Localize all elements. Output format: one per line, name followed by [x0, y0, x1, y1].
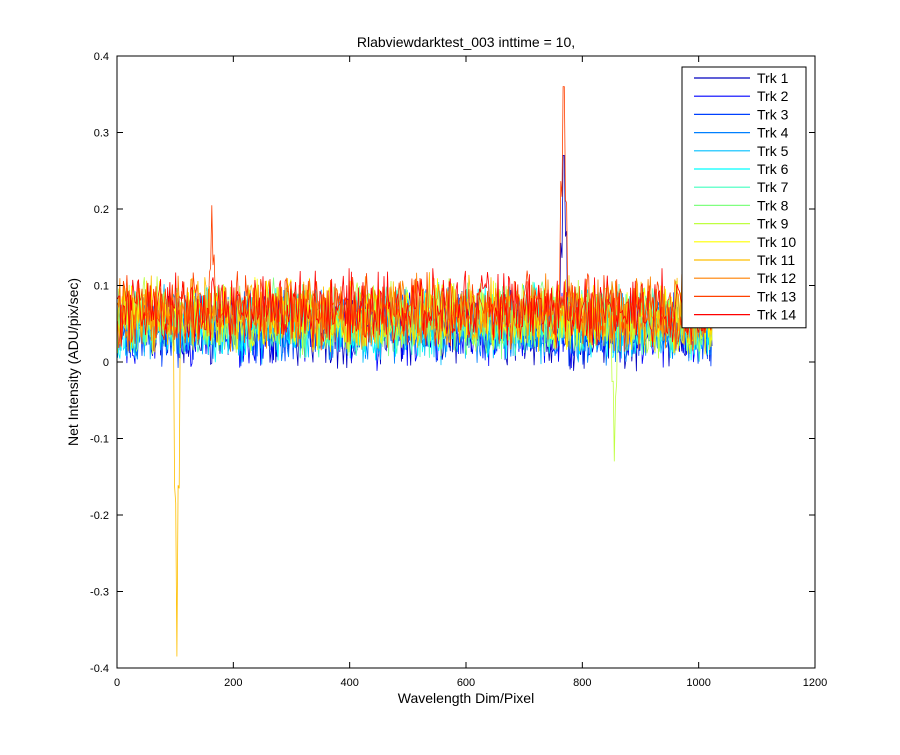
x-tick-label: 600	[457, 677, 475, 689]
x-tick-label: 200	[224, 677, 242, 689]
legend-label: Trk 11	[757, 252, 795, 268]
series-line-14	[117, 268, 713, 348]
legend-label: Trk 3	[757, 106, 789, 122]
legend-label: Trk 4	[757, 125, 789, 141]
x-axis-label: Wavelength Dim/Pixel	[398, 690, 534, 706]
legend-label: Trk 12	[757, 270, 796, 286]
y-tick-label: 0.1	[94, 281, 109, 293]
y-axis: 0.4 0.3 0.2 0.1 0 -0.1 -0.2 -0.3 -0.4	[90, 51, 815, 675]
x-tick-label: 400	[340, 677, 358, 689]
series-line-13	[117, 86, 713, 352]
y-tick-label: 0.4	[94, 51, 109, 63]
legend-box	[681, 66, 807, 329]
legend-label: Trk 5	[757, 143, 789, 159]
legend: Trk 1 Trk 2 Trk 3 Trk 4 Trk 5 Trk 6 Trk 7 Trk 8…	[681, 66, 807, 329]
x-tick-label: 0	[114, 677, 120, 689]
y-tick-label: 0.2	[94, 204, 109, 216]
legend-label: Trk 14	[757, 307, 796, 323]
x-tick-label: 1200	[803, 677, 827, 689]
x-axis: 0 200 400 600 800 1000 1200	[114, 56, 827, 689]
chart-title: Rlabviewdarktest_003 inttime = 10,	[357, 34, 575, 50]
legend-label: Trk 1	[757, 70, 789, 86]
y-tick-label: -0.3	[90, 587, 109, 599]
legend-label: Trk 13	[757, 288, 796, 304]
legend-label: Trk 8	[757, 197, 789, 213]
y-tick-label: -0.2	[90, 510, 109, 522]
y-axis-label: Net Intensity (ADU/pix/sec)	[65, 278, 81, 446]
series-traces	[117, 86, 713, 657]
y-tick-label: -0.4	[90, 663, 109, 675]
legend-label: Trk 2	[757, 88, 789, 104]
legend-label: Trk 9	[757, 216, 789, 232]
y-tick-label: 0	[103, 357, 109, 369]
y-tick-label: -0.1	[90, 434, 109, 446]
x-tick-label: 1000	[686, 677, 710, 689]
y-tick-label: 0.3	[94, 128, 109, 140]
legend-label: Trk 6	[757, 161, 789, 177]
legend-label: Trk 10	[757, 234, 796, 250]
x-tick-label: 800	[573, 677, 591, 689]
legend-label: Trk 7	[757, 179, 789, 195]
